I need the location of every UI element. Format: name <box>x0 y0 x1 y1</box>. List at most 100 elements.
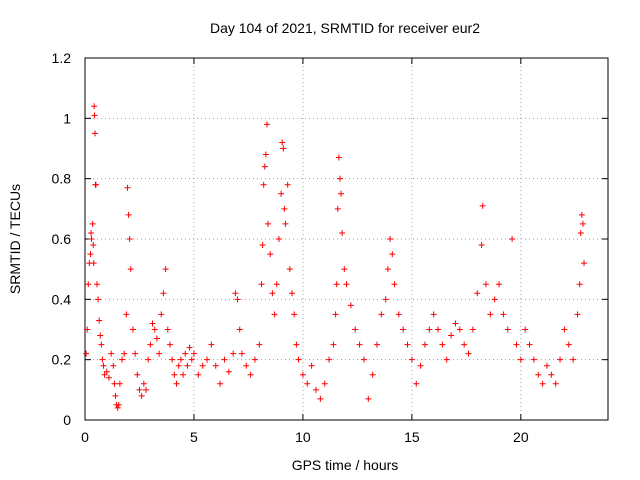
data-point <box>522 326 529 333</box>
data-point <box>173 380 180 387</box>
data-point <box>286 266 293 273</box>
data-point <box>278 190 285 197</box>
chart-title: Day 104 of 2021, SRMTID for receiver eur… <box>210 20 480 36</box>
data-point <box>395 311 402 318</box>
data-point <box>539 380 546 387</box>
data-point <box>356 341 363 348</box>
data-point <box>184 362 191 369</box>
data-point <box>145 356 152 363</box>
data-point <box>99 356 106 363</box>
data-point <box>530 356 537 363</box>
data-point <box>84 326 91 333</box>
data-point <box>256 341 263 348</box>
y-tick-label: 0.8 <box>52 171 72 187</box>
x-tick-label: 5 <box>190 429 198 445</box>
data-point <box>479 202 486 209</box>
data-point <box>93 281 100 288</box>
data-point <box>116 380 123 387</box>
data-point <box>151 326 158 333</box>
data-point <box>90 242 97 249</box>
data-point <box>279 139 286 146</box>
data-points <box>83 103 588 411</box>
data-point <box>312 386 319 393</box>
data-point <box>352 326 359 333</box>
data-point <box>295 356 302 363</box>
data-point <box>87 251 94 258</box>
data-point <box>552 380 559 387</box>
data-point <box>204 356 211 363</box>
data-point <box>271 311 278 318</box>
data-point <box>199 362 206 369</box>
data-point <box>269 290 276 297</box>
data-point <box>293 341 300 348</box>
data-point <box>335 154 342 161</box>
data-point <box>333 281 340 288</box>
data-point <box>526 341 533 348</box>
data-point <box>417 362 424 369</box>
data-point <box>317 395 324 402</box>
data-point <box>360 356 367 363</box>
data-point <box>365 395 372 402</box>
data-point <box>267 251 274 258</box>
data-point <box>129 326 136 333</box>
data-point <box>517 356 524 363</box>
data-point <box>557 356 564 363</box>
y-tick-label: 1 <box>63 110 71 126</box>
data-point <box>443 356 450 363</box>
data-point <box>111 380 118 387</box>
data-point <box>548 371 555 378</box>
data-point <box>236 326 243 333</box>
data-point <box>430 311 437 318</box>
data-point <box>570 356 577 363</box>
x-tick-label: 15 <box>404 429 420 445</box>
data-point <box>400 326 407 333</box>
data-point <box>110 362 117 369</box>
data-point <box>147 341 154 348</box>
data-point <box>138 392 145 399</box>
data-point <box>469 326 476 333</box>
data-point <box>190 350 197 357</box>
y-tick-label: 0 <box>63 412 71 428</box>
data-point <box>134 371 141 378</box>
data-point <box>156 350 163 357</box>
data-point <box>535 371 542 378</box>
data-point <box>232 290 239 297</box>
data-point <box>88 229 95 236</box>
data-point <box>439 341 446 348</box>
data-point <box>461 341 468 348</box>
data-point <box>391 281 398 288</box>
data-point <box>291 311 298 318</box>
data-point <box>581 260 588 267</box>
data-point <box>186 344 193 351</box>
data-point <box>212 362 219 369</box>
data-point <box>85 281 92 288</box>
data-point <box>98 341 105 348</box>
data-point <box>273 281 280 288</box>
data-point <box>97 332 104 339</box>
data-point <box>132 350 139 357</box>
data-point <box>334 205 341 212</box>
data-point <box>114 404 121 411</box>
data-point <box>404 341 411 348</box>
data-point <box>482 281 489 288</box>
data-point <box>89 220 96 227</box>
data-point <box>343 281 350 288</box>
data-point <box>509 236 516 242</box>
data-point <box>378 311 385 318</box>
data-point <box>126 236 133 242</box>
data-point <box>448 332 455 339</box>
data-point <box>341 266 348 273</box>
data-point <box>149 320 156 327</box>
data-point <box>136 386 143 393</box>
data-point <box>384 266 391 273</box>
data-point <box>105 374 112 381</box>
data-point <box>280 145 287 152</box>
data-point <box>565 341 572 348</box>
data-point <box>336 175 343 182</box>
data-point <box>369 371 376 378</box>
data-point <box>413 380 420 387</box>
data-point <box>88 236 95 242</box>
data-point <box>251 356 258 363</box>
x-tick-label: 10 <box>295 429 311 445</box>
